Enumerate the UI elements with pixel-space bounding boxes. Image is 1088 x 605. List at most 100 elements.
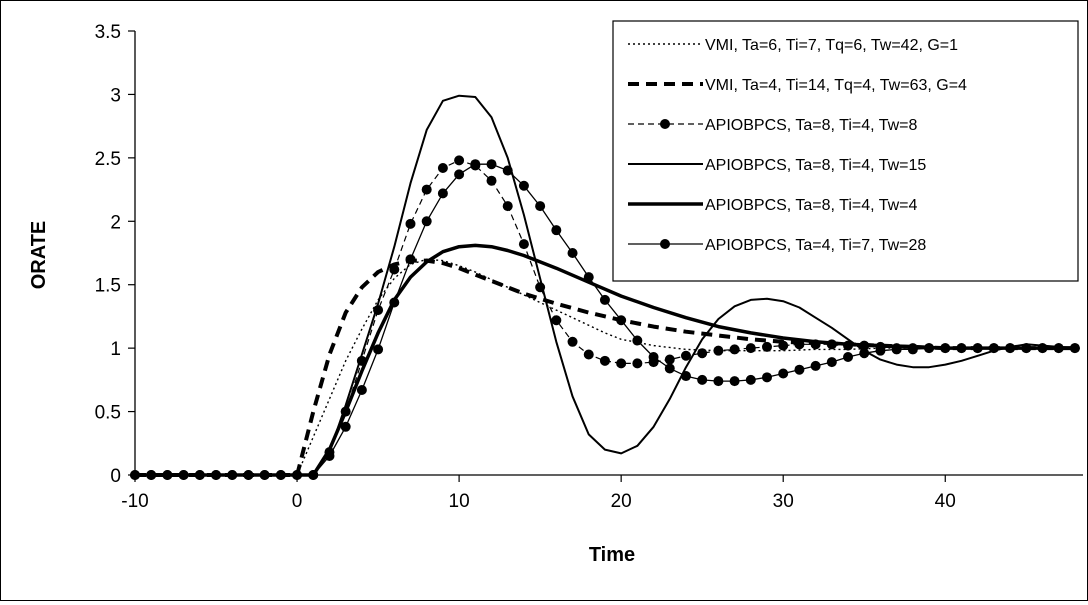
data-point [421,184,432,195]
legend-marker [660,239,670,249]
legend-marker [660,119,670,129]
data-point [745,374,756,385]
data-point [680,350,691,361]
data-point [729,344,740,355]
series-5 [135,243,1075,477]
data-point [616,315,627,326]
legend-item: APIOBPCS, Ta=8, Ti=4, Tw=8 [628,117,918,134]
data-point [843,352,854,363]
y-tick-label: 1.5 [95,276,121,297]
data-point [535,201,546,212]
data-point [1021,343,1032,354]
x-tick-label: 40 [935,491,956,512]
data-point [146,470,157,480]
data-point [826,357,837,368]
data-point [308,470,319,480]
data-point [178,470,189,480]
legend-item: APIOBPCS, Ta=4, Ti=7, Tw=28 [628,237,926,254]
data-point [810,360,821,371]
data-point [1069,343,1080,354]
y-tick-label: 3 [110,85,121,106]
y-tick-label: 2 [110,212,121,233]
data-point [340,421,351,432]
data-point [599,294,610,305]
x-tick-label: 20 [611,491,632,512]
legend-item: VMI, Ta=6, Ti=7, Tq=6, Tw=42, G=1 [628,37,958,54]
data-point [421,216,432,227]
data-point [194,470,205,480]
data-point [211,470,222,480]
data-point [680,371,691,382]
legend-label: APIOBPCS, Ta=4, Ti=7, Tw=28 [705,237,926,254]
data-point [616,358,627,369]
axes: 00.511.522.533.5-10 0 10 20 30 40 [95,22,1083,512]
legend-box [612,20,1079,282]
data-point [891,344,902,355]
x-axis-title: Time [589,544,635,566]
data-point [924,343,935,354]
data-point [130,470,140,480]
data-point [762,372,772,383]
legend-label: VMI, Ta=6, Ti=7, Tq=6, Tw=42, G=1 [705,37,958,54]
legend-item: APIOBPCS, Ta=8, Ti=4, Tw=4 [628,197,918,214]
series-group [130,94,1080,480]
data-point [988,343,999,354]
legend-label: APIOBPCS, Ta=8, Ti=4, Tw=4 [705,197,918,214]
data-point [551,225,562,236]
data-point [437,188,448,199]
series-line [135,94,1075,476]
data-point [648,352,659,363]
data-point [940,343,951,354]
data-point [778,340,789,351]
x-tick-label: -10 [121,491,148,512]
legend-item: APIOBPCS, Ta=8, Ti=4, Tw=15 [628,157,926,174]
data-point [567,336,578,347]
data-point [583,272,594,283]
data-point [502,165,513,176]
data-point [259,470,270,480]
data-point [713,376,724,387]
x-tick-label: 10 [449,491,470,512]
y-tick-label: 0.5 [95,403,121,424]
data-point [454,169,465,180]
data-point [437,163,448,174]
data-point [356,385,367,396]
data-point [389,264,400,275]
data-point [551,315,562,326]
data-point [373,344,384,355]
data-point [1037,343,1048,354]
data-point [745,343,756,354]
x-tick-label: 30 [773,491,794,512]
data-point [405,254,416,265]
y-tick-label: 1 [110,339,121,360]
data-point [227,470,238,480]
data-point [664,354,675,365]
data-point [162,470,173,480]
data-point [632,358,643,369]
data-point [599,355,610,366]
y-tick-label: 0 [110,466,121,487]
data-point [324,450,335,461]
data-point [859,348,870,359]
data-point [518,180,529,191]
legend-item: VMI, Ta=4, Ti=14, Tq=4, Tw=63, G=4 [628,77,967,94]
data-point [502,201,513,212]
data-point [956,343,967,354]
data-point [1053,343,1064,354]
data-point [486,159,497,170]
legend-label: APIOBPCS, Ta=8, Ti=4, Tw=15 [705,157,926,174]
data-point [697,348,708,359]
data-point [778,368,789,379]
data-point [697,374,708,385]
data-point [567,248,578,258]
data-point [907,344,918,355]
data-point [1005,343,1016,354]
legend: VMI, Ta=6, Ti=7, Tq=6, Tw=42, G=1 VMI, Ta… [612,20,1079,282]
data-point [470,159,481,170]
legend-label: APIOBPCS, Ta=8, Ti=4, Tw=8 [705,117,918,134]
y-axis-title: ORATE [28,221,50,290]
data-point [275,470,286,480]
y-tick-label: 3.5 [95,22,121,43]
series-2 [135,258,1075,477]
